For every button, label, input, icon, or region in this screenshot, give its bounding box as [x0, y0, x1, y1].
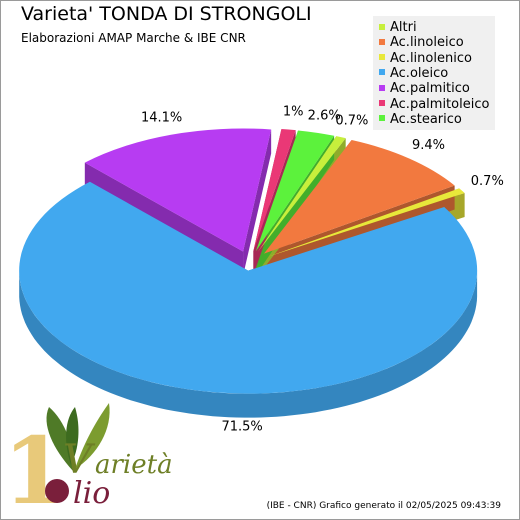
pie-label-ac-oleico: 71.5% [221, 420, 262, 435]
logo-leaf-left [46, 407, 74, 471]
legend-label: Ac.linolenico [390, 50, 472, 66]
pie-wall-ac-oleico [19, 268, 478, 418]
pie-label-ac-palmitico: 14.1% [141, 111, 182, 126]
legend-item-altri: Altri [379, 20, 417, 36]
pie-label-ac-stearico: 2.6% [308, 108, 341, 123]
pie-label-altri: 0.7% [335, 113, 368, 128]
legend-label: Ac.oleico [390, 65, 449, 81]
logo-word-olio: lio [73, 476, 110, 511]
legend-swatch [379, 23, 385, 30]
legend-swatch [379, 115, 385, 122]
legend-item-ac-oleico: Ac.oleico [379, 66, 448, 82]
pie-slice-ac-oleico [19, 181, 478, 394]
legend-item-ac-linolenico: Ac.linolenico [379, 51, 472, 67]
varieta-olio-logo: 1 V arietà lio [3, 403, 173, 519]
legend-swatch [379, 69, 385, 76]
legend-item-ac-palmitico: Ac.palmitico [379, 81, 470, 97]
legend-label: Ac.stearico [390, 111, 462, 127]
logo-leaf-right [75, 403, 110, 469]
legend-swatch [379, 38, 385, 45]
logo-olive [45, 479, 69, 503]
pie-slice-ac-linolenico [268, 188, 465, 257]
pie-label-ac-linoleico: 9.4% [412, 138, 445, 153]
logo-letter-v: V [63, 437, 96, 483]
legend: Altri Ac.linoleico Ac.linolenico Ac.oleico A… [373, 16, 495, 130]
chart-subtitle: Elaborazioni AMAP Marche & IBE CNR [21, 31, 246, 45]
pie-tops [19, 128, 478, 394]
pie-slice-ac-linoleico [263, 140, 455, 254]
legend-item-ac-linoleico: Ac.linoleico [379, 35, 464, 51]
legend-label: Ac.palmitoleico [390, 96, 490, 112]
legend-label: Altri [390, 20, 417, 35]
legend-item-ac-palmitoleico: Ac.palmitoleico [379, 97, 489, 113]
pie-label-ac-palmitoleico: 1% [283, 105, 304, 120]
footer-note: (IBE - CNR) Grafico generato il 02/05/20… [266, 501, 501, 511]
logo-number-1: 1 [3, 417, 67, 519]
legend-swatch [379, 84, 385, 91]
legend-label: Ac.linoleico [390, 35, 464, 51]
legend-label: Ac.palmitico [390, 81, 470, 97]
pie-slice-altri [257, 136, 346, 252]
pie-labels: 0.7% 9.4% 0.7% 71.5% 14.1% 1% 2.6% [141, 105, 504, 435]
pie-cut-ac-palmitico-end [243, 129, 272, 276]
logo-word-varieta: arietà [95, 450, 173, 480]
pie-label-ac-linolenico: 0.7% [471, 174, 504, 189]
pie-slice-ac-palmitico [84, 128, 272, 252]
legend-swatch [379, 100, 385, 106]
logo-leaf-middle [66, 407, 79, 465]
legend-swatch [379, 54, 385, 61]
pie-slice-ac-stearico [255, 130, 335, 252]
legend-item-ac-stearico: Ac.stearico [379, 112, 462, 128]
chart-title: Varieta' TONDA DI STRONGOLI [21, 3, 312, 25]
pie-slice-ac-palmitoleico [253, 128, 296, 252]
